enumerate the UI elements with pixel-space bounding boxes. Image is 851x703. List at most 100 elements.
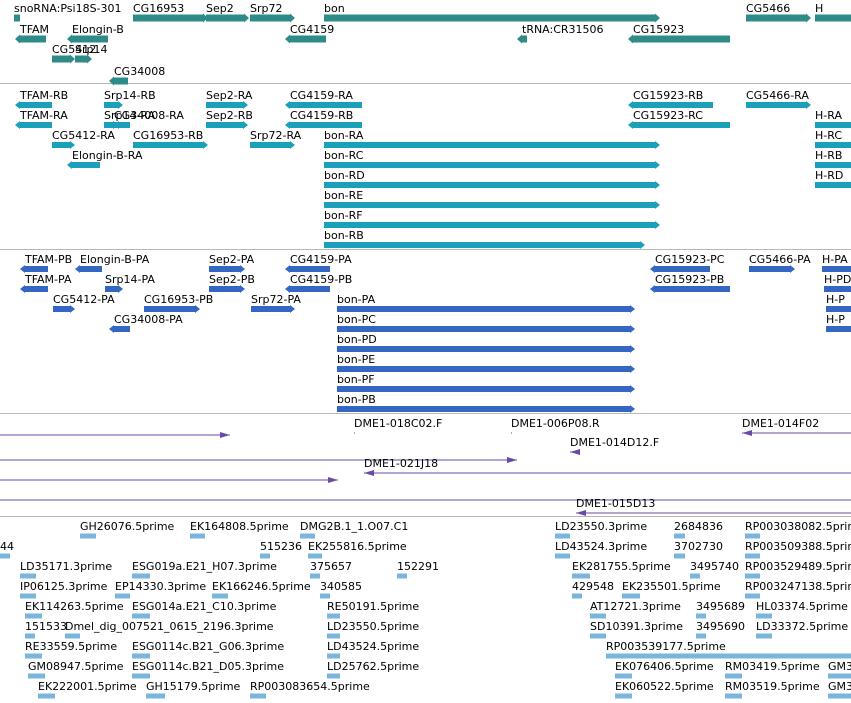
feature-RP003509388.5prime[interactable] — [745, 553, 760, 559]
feature-label[interactable]: CG15923-RB — [633, 89, 704, 102]
feature-bon-PE[interactable] — [337, 365, 635, 373]
feature-label[interactable]: H — [815, 2, 824, 15]
feature-H-P-1[interactable] — [826, 306, 851, 312]
feature-515236[interactable] — [260, 553, 270, 559]
feature-label[interactable]: TFAM-RB — [20, 89, 69, 102]
feature-3495740[interactable] — [690, 573, 700, 579]
feature-label[interactable]: 375657 — [310, 560, 352, 573]
feature-label[interactable]: ESG0114c.B21_D05.3prime — [132, 660, 285, 673]
feature-label[interactable]: EK222001.5prime — [38, 680, 137, 693]
feature-label[interactable]: bon-PF — [337, 373, 375, 386]
feature-label[interactable]: CG34008 — [114, 65, 166, 78]
feature-label[interactable]: 151533 — [25, 620, 67, 633]
feature-label[interactable]: ESG014a.E21_C10.3prime — [132, 600, 277, 613]
feature-tRNA:CR31506[interactable] — [517, 34, 527, 44]
feature-EK222001.5prime[interactable] — [38, 693, 55, 699]
feature-CG5412[interactable] — [52, 54, 75, 64]
feature-Srp14-PA[interactable] — [105, 285, 123, 293]
feature-label[interactable]: Sep2-PB — [209, 273, 255, 286]
feature-label[interactable]: bon-PB — [337, 393, 376, 406]
feature-label[interactable]: CG4159-RB — [290, 109, 354, 122]
feature-EK076406.5prime[interactable] — [615, 673, 632, 679]
feature-DME1-021J18[interactable] — [364, 470, 851, 476]
feature-bon-PF[interactable] — [337, 385, 635, 393]
feature-CG4159[interactable] — [285, 34, 326, 44]
feature-label[interactable]: CG5466-RA — [746, 89, 809, 102]
feature-label[interactable]: EK255816.5prime — [308, 540, 407, 553]
feature-label[interactable]: EP14330.3prime — [115, 580, 207, 593]
feature-LD43524.5prime[interactable] — [327, 653, 340, 659]
feature-label[interactable]: Sep2-PA — [209, 253, 255, 266]
feature-label[interactable]: bon-RD — [324, 169, 365, 182]
feature-TFAM-PB[interactable] — [20, 265, 48, 273]
feature-label[interactable]: LD43524.5prime — [327, 640, 420, 653]
feature-label[interactable]: 3495689 — [696, 600, 745, 613]
feature-429548[interactable] — [572, 593, 582, 599]
feature-label[interactable]: 429548 — [572, 580, 614, 593]
feature-label[interactable]: bon-RF — [324, 209, 363, 222]
feature-snoRNA:Psi18S-301[interactable] — [14, 14, 20, 22]
feature-label[interactable]: tRNA:CR31506 — [522, 23, 604, 36]
feature-RE50191.5prime[interactable] — [327, 613, 340, 619]
feature-CG5466-RA[interactable] — [746, 101, 811, 109]
feature-CG15923[interactable] — [628, 34, 730, 44]
feature-H-P-2[interactable] — [826, 326, 851, 332]
feature-2684836[interactable] — [674, 533, 685, 539]
feature-label[interactable]: GM08947.5prime — [28, 660, 124, 673]
feature-label[interactable]: RP003083654.5prime — [250, 680, 370, 693]
feature-clone-2[interactable] — [0, 457, 517, 463]
feature-bon-PB[interactable] — [337, 405, 635, 413]
feature-label[interactable]: bon-PE — [337, 353, 376, 366]
feature-340585[interactable] — [320, 593, 330, 599]
feature-label[interactable]: Sep2-RB — [206, 109, 253, 122]
feature-label[interactable]: LD35171.3prime — [20, 560, 113, 573]
feature-label[interactable]: RM03419.5prime — [725, 660, 820, 673]
feature-Srp72[interactable] — [250, 13, 295, 23]
feature-label[interactable]: H-RB — [815, 149, 843, 162]
feature-GM08947.5prime[interactable] — [28, 673, 45, 679]
feature-label[interactable]: H-PA — [822, 253, 848, 266]
feature-GH26076.5prime[interactable] — [80, 533, 96, 539]
feature-LD23550.5prime[interactable] — [327, 633, 340, 639]
feature-label[interactable]: CG4159-PB — [290, 273, 353, 286]
feature-H-RD[interactable] — [815, 182, 851, 188]
feature-label[interactable]: H-RC — [815, 129, 843, 142]
feature-label[interactable]: DME1-021J18 — [364, 457, 439, 470]
feature-Srp72-PA[interactable] — [251, 305, 295, 313]
feature-DMG2B.1_1.O07.C1[interactable] — [300, 533, 315, 539]
feature-label[interactable]: RP003529489.5prime — [745, 560, 851, 573]
feature-bon[interactable] — [324, 13, 660, 23]
feature-Srp72-RA[interactable] — [250, 141, 295, 149]
feature-H-PA[interactable] — [822, 266, 851, 272]
feature-label[interactable]: bon-PC — [337, 313, 376, 326]
feature-label[interactable]: Srp14-RB — [104, 89, 156, 102]
feature-Elongin-B-PA[interactable] — [75, 265, 102, 273]
feature-label[interactable]: snoRNA:Psi18S-301 — [14, 2, 122, 15]
feature-CG16953[interactable] — [133, 13, 208, 23]
feature-Sep2-PA[interactable] — [209, 265, 245, 273]
feature-label[interactable]: CG15923-RC — [633, 109, 703, 122]
feature-label[interactable]: RE33559.5prime — [25, 640, 118, 653]
feature-label[interactable]: DME1-014D12.F — [570, 436, 660, 449]
feature-CG15923-PC[interactable] — [650, 265, 710, 273]
feature-label[interactable]: AT12721.3prime — [590, 600, 681, 613]
feature-label[interactable]: CG5412 — [52, 43, 97, 56]
feature-label[interactable]: EK060522.5prime — [615, 680, 714, 693]
feature-label[interactable]: 3702730 — [674, 540, 723, 553]
feature-label[interactable]: RM03519.5prime — [725, 680, 820, 693]
feature-EK255816.5prime[interactable] — [308, 553, 322, 559]
feature-label[interactable]: SD10391.3prime — [590, 620, 683, 633]
feature-label[interactable]: DME1-006P08.R — [511, 417, 600, 430]
feature-RM03519.5prime[interactable] — [725, 693, 742, 699]
feature-CG15923-PB[interactable] — [650, 285, 730, 293]
feature-Srp14-RB[interactable] — [104, 101, 123, 109]
feature-bon-RB[interactable] — [324, 241, 645, 249]
feature-3495689[interactable] — [696, 613, 706, 619]
feature-label[interactable]: TFAM — [20, 23, 50, 36]
feature-label[interactable]: GH15179.5prime — [146, 680, 241, 693]
feature-CG4159-RA[interactable] — [285, 101, 362, 109]
feature-label[interactable]: Sep2 — [206, 2, 234, 15]
feature-label[interactable]: GH26076.5prime — [80, 520, 175, 533]
feature-bon-RD[interactable] — [324, 181, 660, 189]
feature-GM3-1[interactable] — [828, 673, 851, 679]
